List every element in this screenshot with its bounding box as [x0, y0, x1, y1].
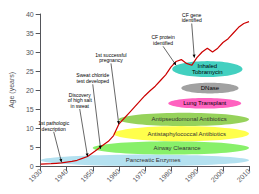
svg-text:identified: identified — [182, 17, 202, 23]
svg-text:Antistaphylococcal Antibiotics: Antistaphylococcal Antibiotics — [148, 131, 226, 137]
svg-text:DNase: DNase — [201, 85, 220, 91]
svg-text:5: 5 — [30, 144, 34, 151]
svg-text:Sweat chloride: Sweat chloride — [76, 72, 110, 79]
svg-text:Lung Transplant: Lung Transplant — [183, 100, 226, 106]
svg-text:CF gene: CF gene — [182, 11, 202, 18]
svg-text:Tobramycin: Tobramycin — [192, 69, 223, 75]
svg-text:1960: 1960 — [105, 167, 121, 183]
svg-text:0: 0 — [30, 163, 34, 170]
svg-text:25: 25 — [26, 68, 34, 75]
svg-text:description: description — [42, 126, 66, 132]
svg-text:identified: identified — [153, 40, 173, 46]
svg-text:1950: 1950 — [79, 167, 95, 183]
svg-text:35: 35 — [26, 30, 34, 37]
svg-text:Antipseudomonal Antibiotics: Antipseudomonal Antibiotics — [152, 116, 227, 122]
svg-text:Inhaled: Inhaled — [197, 63, 217, 69]
svg-text:40: 40 — [26, 11, 34, 18]
svg-text:1940: 1940 — [53, 167, 69, 183]
svg-text:20: 20 — [26, 87, 34, 94]
svg-text:Airway Clearance: Airway Clearance — [154, 145, 202, 151]
svg-text:1980: 1980 — [157, 167, 173, 183]
svg-text:1970: 1970 — [131, 167, 147, 183]
svg-text:in sweat: in sweat — [71, 103, 90, 109]
svg-text:2010: 2010 — [236, 167, 252, 183]
svg-text:Pancreatic Enzymes: Pancreatic Enzymes — [126, 157, 181, 163]
svg-text:test developed: test developed — [76, 78, 109, 84]
svg-text:CF protein: CF protein — [151, 34, 175, 41]
svg-text:15: 15 — [26, 106, 34, 113]
svg-text:pregnancy: pregnancy — [99, 57, 123, 63]
svg-text:10: 10 — [26, 125, 34, 132]
svg-text:1st successful: 1st successful — [95, 51, 127, 58]
svg-text:2000: 2000 — [209, 167, 225, 183]
svg-text:30: 30 — [26, 49, 34, 56]
svg-text:1990: 1990 — [183, 167, 199, 183]
svg-text:1st pathologic: 1st pathologic — [38, 119, 70, 126]
svg-text:of high salt: of high salt — [67, 97, 92, 104]
svg-text:Discovery: Discovery — [68, 91, 91, 98]
svg-text:Age (years): Age (years) — [8, 72, 16, 108]
svg-text:1930: 1930 — [27, 167, 43, 183]
